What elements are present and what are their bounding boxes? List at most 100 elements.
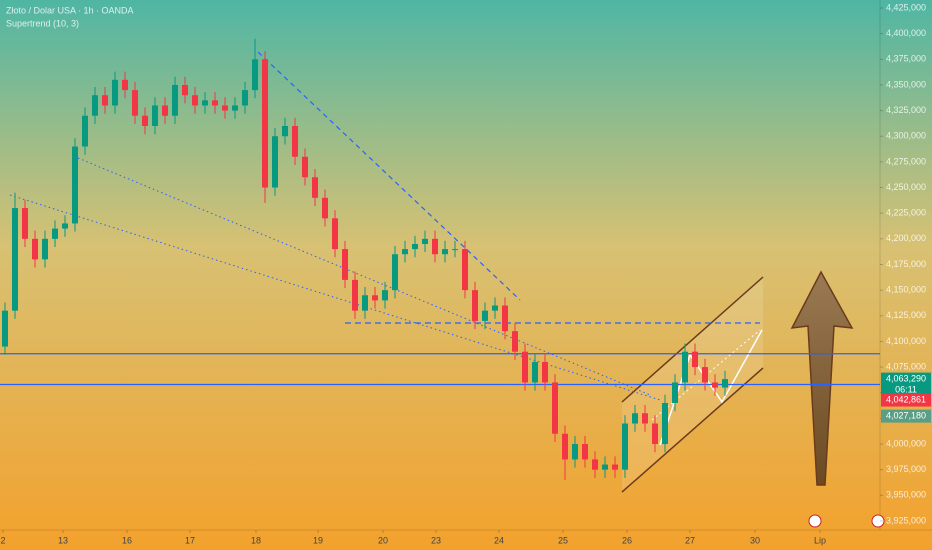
candle-body xyxy=(42,238,48,260)
candle-body xyxy=(102,95,108,106)
candle-body xyxy=(172,84,178,116)
candle-body xyxy=(232,105,238,111)
candle-body xyxy=(512,331,518,352)
candle-body xyxy=(332,218,338,250)
candle-body xyxy=(552,382,558,434)
candle-body xyxy=(622,423,628,470)
price-label-box xyxy=(881,372,931,397)
candle-body xyxy=(712,382,718,388)
candle-body xyxy=(502,305,508,332)
y-tick-label: 4,425,000 xyxy=(886,2,926,12)
y-tick-label: 4,100,000 xyxy=(886,336,926,346)
candle-body xyxy=(202,100,208,106)
candle-body xyxy=(2,310,8,347)
x-tick-label: 17 xyxy=(185,535,195,545)
candle-body xyxy=(222,105,228,111)
candle-body xyxy=(592,459,598,470)
candle-body xyxy=(212,100,218,106)
price-label-box xyxy=(881,409,931,423)
candle-body xyxy=(152,105,158,126)
candle-body xyxy=(302,156,308,178)
candle-body xyxy=(352,279,358,311)
candle-body xyxy=(62,223,68,229)
y-tick-label: 4,200,000 xyxy=(886,233,926,243)
x-tick-label: 26 xyxy=(622,535,632,545)
y-tick-label: 4,275,000 xyxy=(886,156,926,166)
y-tick-label: 4,250,000 xyxy=(886,182,926,192)
candle-body xyxy=(372,295,378,301)
x-tick-label: 27 xyxy=(685,535,695,545)
y-tick-label: 4,400,000 xyxy=(886,28,926,38)
channel-line xyxy=(621,276,764,403)
candle-body xyxy=(522,351,528,383)
x-tick-label: 30 xyxy=(750,535,760,545)
x-tick-label: 24 xyxy=(494,535,504,545)
candle-body xyxy=(32,238,38,260)
y-tick-label: 4,075,000 xyxy=(886,361,926,371)
chart-title: Złoto / Dolar USA · 1h · OANDA xyxy=(6,5,134,15)
flag-icon xyxy=(871,514,885,528)
candle-body xyxy=(112,79,118,106)
candle-body xyxy=(672,382,678,403)
candle-body xyxy=(722,379,728,388)
candle-body xyxy=(662,402,668,445)
candle-body xyxy=(382,290,388,301)
candle-body xyxy=(572,444,578,460)
candle-body xyxy=(392,254,398,291)
x-tick-label: 19 xyxy=(313,535,323,545)
candle-body xyxy=(72,146,78,224)
candle-body xyxy=(532,361,538,383)
y-tick-label: 4,375,000 xyxy=(886,54,926,64)
candle-body xyxy=(562,433,568,460)
candle-body xyxy=(122,79,128,91)
candle-body xyxy=(52,228,58,239)
x-tick-label: 16 xyxy=(122,535,132,545)
candle-body xyxy=(362,295,368,311)
price-label: 4,063,290 xyxy=(886,373,926,383)
y-tick-label: 4,150,000 xyxy=(886,285,926,295)
trend-line xyxy=(257,51,521,301)
y-tick-label: 3,975,000 xyxy=(886,464,926,474)
candle-body xyxy=(582,444,588,460)
trend-line xyxy=(9,194,661,401)
candle-body xyxy=(22,208,28,239)
y-tick-label: 4,350,000 xyxy=(886,79,926,89)
candle-body xyxy=(422,238,428,244)
price-label: 4,027,180 xyxy=(886,411,926,421)
candle-body xyxy=(312,177,318,198)
candle-body xyxy=(462,249,468,291)
candle-body xyxy=(82,115,88,147)
candle-body xyxy=(282,125,288,137)
candle-body xyxy=(482,310,488,321)
x-tick-label: 18 xyxy=(251,535,261,545)
candle-body xyxy=(262,59,268,188)
candle-body xyxy=(632,413,638,424)
candle-body xyxy=(652,423,658,445)
candle-body xyxy=(402,249,408,255)
candle-body xyxy=(692,351,698,368)
candle-body xyxy=(432,238,438,255)
candle-body xyxy=(472,290,478,321)
candle-body xyxy=(682,351,688,383)
candle-body xyxy=(162,105,168,116)
flag-icon xyxy=(808,514,822,528)
candle-body xyxy=(452,249,458,251)
countdown: 06:11 xyxy=(895,384,917,394)
price-label-box xyxy=(881,393,931,407)
candle-body xyxy=(702,367,708,383)
candle-body xyxy=(612,464,618,470)
candle-body xyxy=(492,305,498,311)
candle-body xyxy=(242,90,248,106)
y-tick-label: 4,175,000 xyxy=(886,259,926,269)
big-arrow xyxy=(790,270,854,486)
x-tick-label: 13 xyxy=(58,535,68,545)
candle-body xyxy=(412,243,418,250)
x-tick-label: 2 xyxy=(0,535,5,545)
indicator-label: Supertrend (10, 3) xyxy=(6,18,79,28)
x-tick-label: Lip xyxy=(814,535,826,545)
candle-body xyxy=(192,95,198,106)
y-tick-label: 4,000,000 xyxy=(886,438,926,448)
candle-body xyxy=(182,84,188,96)
candle-body xyxy=(602,464,608,470)
